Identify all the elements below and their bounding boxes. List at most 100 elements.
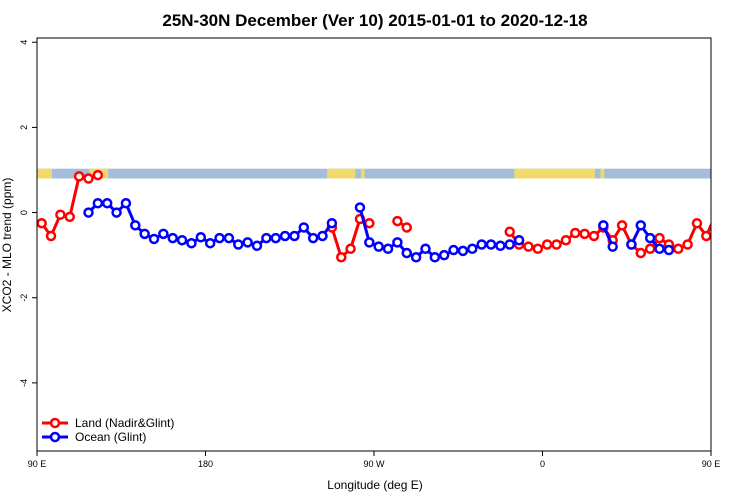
data-point: [504, 239, 515, 250]
data-point: [420, 243, 431, 255]
legend-item: Land (Nadir&Glint): [42, 416, 174, 430]
data-point: [740, 175, 748, 183]
data-point: [382, 243, 394, 255]
data-point: [513, 234, 525, 246]
data-point: [663, 244, 675, 256]
data-point: [635, 247, 647, 259]
data-point: [598, 220, 609, 231]
data-point: [635, 220, 647, 231]
data-point: [429, 252, 441, 263]
data-point: [335, 252, 347, 263]
data-point: [541, 239, 553, 250]
series-line: [40, 173, 99, 238]
data-point: [148, 233, 160, 245]
y-axis-label: XCO2 - MLO trend (ppm): [0, 178, 14, 313]
band-land-segment: [360, 168, 365, 179]
data-point: [364, 217, 375, 229]
data-point: [279, 230, 291, 242]
data-point: [607, 241, 618, 252]
y-axis: -4 -2 0 2 4: [19, 40, 37, 387]
data-point: [111, 207, 122, 218]
data-point: [261, 232, 272, 244]
x-tick-label: 90 W: [363, 459, 385, 469]
data-point: [448, 244, 459, 256]
band-land-segment: [327, 168, 356, 179]
y-tick-label: 2: [19, 125, 29, 130]
data-point: [307, 232, 319, 244]
data-point: [83, 173, 94, 184]
data-point: [139, 228, 150, 240]
data-point: [654, 232, 665, 244]
x-axis-label: Longitude (deg E): [327, 478, 422, 492]
series-layer: [37, 169, 750, 263]
data-point: [672, 243, 684, 255]
data-point: [740, 209, 748, 217]
data-point: [204, 237, 216, 249]
landmask-band: [37, 168, 711, 179]
data-point: [644, 232, 656, 244]
data-point: [467, 243, 478, 255]
data-point: [560, 234, 572, 246]
data-point: [233, 239, 244, 250]
data-point: [64, 211, 76, 223]
series-ocean: [83, 197, 675, 263]
data-point: [438, 249, 450, 261]
x-axis: 90 E 180 90 W 0 90 E: [28, 451, 721, 469]
band-ocean: [37, 168, 711, 179]
legend-label: Ocean (Glint): [75, 430, 146, 444]
data-point: [326, 217, 338, 229]
data-point: [392, 237, 403, 248]
data-point: [551, 239, 562, 250]
data-point: [364, 237, 375, 248]
data-point: [710, 212, 711, 218]
data-point: [682, 239, 693, 250]
data-point: [579, 228, 590, 240]
data-point: [570, 227, 581, 239]
data-point: [345, 243, 356, 255]
data-point: [626, 239, 637, 250]
data-point: [523, 241, 534, 252]
series-line: [716, 203, 750, 244]
data-point: [214, 232, 225, 244]
data-point: [317, 230, 328, 242]
data-point: [392, 215, 403, 227]
legend-label: Land (Nadir&Glint): [75, 416, 174, 430]
data-point: [92, 197, 104, 209]
data-point: [167, 232, 178, 244]
y-tick-label: 0: [19, 210, 29, 215]
x-tick-label: 180: [198, 459, 213, 469]
data-point: [101, 197, 113, 209]
data-point: [298, 222, 310, 233]
data-point: [730, 172, 738, 180]
legend-marker: [49, 417, 61, 429]
data-point: [644, 243, 656, 255]
data-point: [55, 209, 66, 220]
chart-title: 25N-30N December (Ver 10) 2015-01-01 to …: [162, 11, 587, 30]
series-land: [37, 169, 748, 263]
data-point: [730, 199, 738, 207]
data-point: [457, 245, 469, 257]
data-point: [476, 239, 487, 250]
data-point: [485, 239, 497, 250]
band-land-segment: [37, 168, 52, 179]
data-point: [504, 226, 515, 237]
x-tick-label: 0: [540, 459, 545, 469]
data-point: [654, 243, 665, 255]
data-point: [176, 234, 188, 246]
y-tick-label: -2: [19, 294, 29, 302]
data-point: [721, 199, 729, 207]
data-point: [289, 230, 300, 242]
x-tick-label: 90 E: [702, 459, 721, 469]
legend-item: Ocean (Glint): [42, 430, 146, 444]
data-point: [73, 171, 85, 182]
data-point: [242, 237, 253, 248]
series-ocean-wrap: [710, 199, 750, 244]
data-point: [92, 169, 104, 181]
data-point: [195, 232, 207, 243]
data-point: [354, 202, 366, 213]
data-point: [223, 232, 235, 244]
data-point: [401, 247, 413, 259]
data-point: [270, 232, 281, 244]
data-point: [532, 243, 544, 255]
